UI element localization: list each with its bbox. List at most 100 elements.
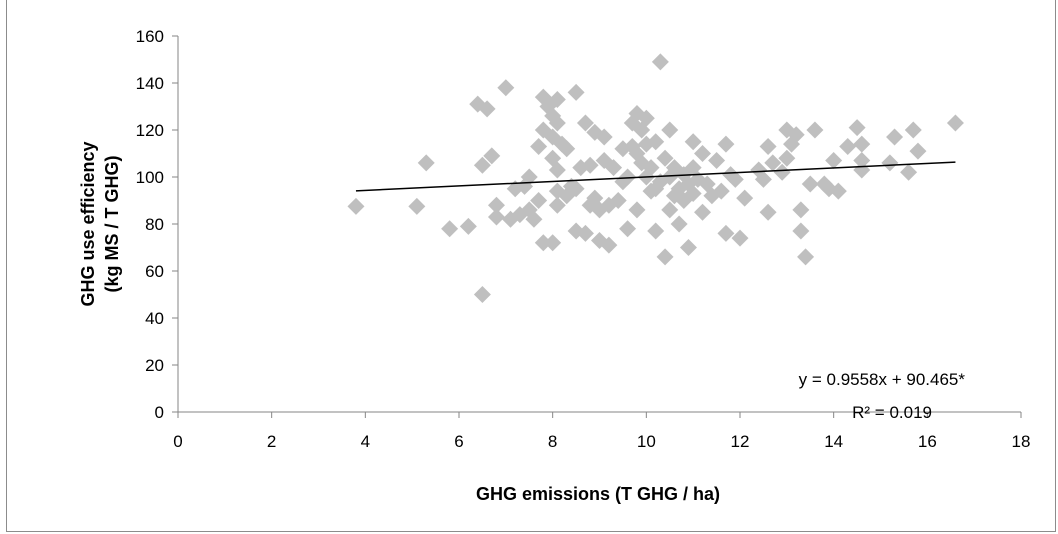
data-point: [656, 149, 674, 167]
data-point: [530, 137, 548, 155]
data-point: [478, 100, 496, 118]
data-point: [647, 222, 665, 240]
data-point: [473, 156, 491, 174]
data-point: [754, 170, 772, 188]
y-tick-label: 60: [145, 262, 164, 281]
data-point: [520, 168, 538, 186]
x-axis-ticks: [177, 412, 1022, 418]
x-tick-label: 2: [267, 432, 276, 451]
data-point: [853, 152, 871, 170]
data-point: [651, 53, 669, 71]
data-point: [473, 286, 491, 303]
data-point: [670, 215, 688, 233]
x-tick-labels: 0 2 4 6 8 10 12 14 16 18: [173, 432, 1030, 451]
data-point: [694, 203, 712, 221]
data-point: [581, 156, 599, 174]
x-tick-label: 0: [173, 432, 182, 451]
x-tick-label: 18: [1012, 432, 1031, 451]
data-point: [853, 135, 871, 153]
data-point: [778, 149, 796, 167]
y-axis-title-line-2: (kg MS / T GHG): [102, 155, 122, 292]
data-point: [904, 121, 922, 139]
data-point: [801, 175, 819, 193]
data-point: [567, 83, 585, 101]
data-point: [595, 128, 613, 146]
x-tick-label: 8: [548, 432, 557, 451]
data-point: [600, 236, 618, 254]
data-point: [576, 224, 594, 242]
data-point: [347, 197, 365, 215]
data-point: [530, 192, 548, 209]
data-point: [946, 114, 964, 132]
data-point: [656, 248, 674, 266]
data-point: [717, 135, 735, 153]
data-point: [497, 79, 515, 97]
data-point: [881, 154, 899, 172]
data-point: [487, 208, 505, 226]
data-point: [797, 248, 815, 266]
data-point: [759, 137, 777, 155]
data-point: [792, 222, 810, 240]
y-tick-label: 0: [155, 403, 164, 422]
x-tick-label: 6: [454, 432, 463, 451]
y-axis-title-line-1: GHG use efficiency: [78, 141, 98, 306]
data-point: [417, 154, 435, 172]
data-point: [548, 196, 566, 214]
data-point: [548, 90, 566, 108]
data-point: [900, 163, 918, 181]
data-point: [773, 163, 791, 181]
y-tick-label: 40: [145, 309, 164, 328]
data-point: [525, 210, 543, 228]
data-point: [647, 133, 665, 151]
data-point: [684, 133, 702, 151]
data-point: [731, 229, 749, 247]
data-point: [712, 182, 730, 200]
data-point: [764, 154, 782, 172]
data-point: [661, 201, 679, 219]
data-point: [642, 159, 660, 177]
data-point: [679, 239, 697, 256]
trendline: [355, 161, 956, 192]
data-point: [408, 197, 426, 215]
data-point: [825, 152, 843, 170]
data-point: [848, 119, 866, 137]
data-point: [853, 161, 871, 179]
data-point: [909, 142, 927, 160]
y-tick-label: 140: [136, 74, 164, 93]
data-point: [792, 201, 810, 219]
data-point: [483, 147, 501, 165]
x-axis-title: GHG emissions (T GHG / ha): [476, 484, 720, 504]
data-point: [736, 189, 754, 207]
data-point: [548, 114, 566, 132]
data-point: [829, 182, 847, 200]
data-point: [661, 121, 679, 139]
data-point: [886, 128, 904, 146]
trend-equation: y = 0.9558x + 90.465*: [799, 370, 966, 389]
y-tick-label: 20: [145, 356, 164, 375]
data-points: [347, 53, 964, 303]
y-tick-labels: 0 20 40 60 80 100 120 140 160: [136, 27, 164, 422]
data-point: [839, 137, 857, 155]
data-point: [544, 234, 562, 252]
data-point: [717, 224, 735, 242]
y-tick-label: 100: [136, 168, 164, 187]
r-squared: R² = 0.019: [852, 403, 932, 422]
data-point: [567, 180, 585, 198]
data-point: [628, 201, 646, 219]
data-point: [726, 170, 744, 188]
data-point: [558, 140, 576, 158]
data-point: [637, 109, 655, 127]
x-tick-label: 10: [637, 432, 656, 451]
data-point: [684, 184, 702, 202]
data-point: [694, 145, 712, 162]
data-point: [708, 152, 726, 170]
data-point: [619, 168, 637, 186]
y-axis-ticks: [172, 35, 178, 413]
x-tick-label: 16: [918, 432, 937, 451]
data-point: [534, 234, 552, 252]
data-point: [806, 121, 824, 139]
y-tick-label: 80: [145, 215, 164, 234]
data-point: [576, 114, 594, 132]
data-point: [609, 192, 627, 209]
